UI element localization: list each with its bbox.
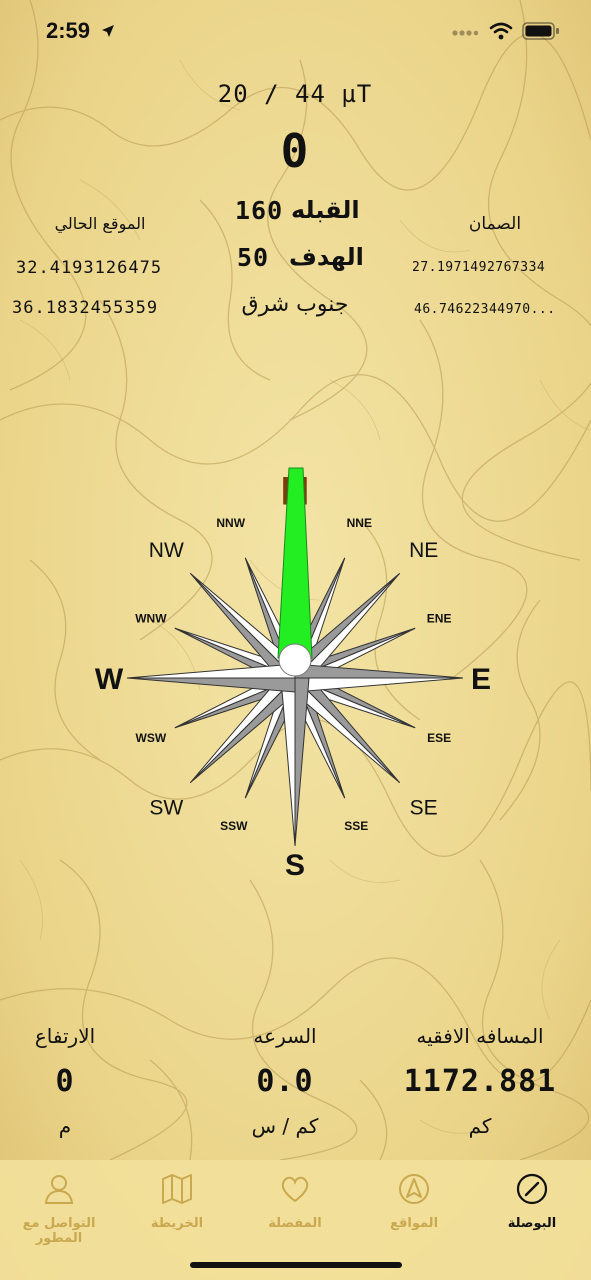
heart-icon bbox=[281, 1176, 309, 1203]
heading-reading: 0 bbox=[280, 124, 310, 178]
distance-label: المسافه الافقيه bbox=[416, 1024, 544, 1048]
rose-point-shade bbox=[294, 663, 464, 679]
battery-icon bbox=[522, 22, 559, 40]
tab-contact-developer-label: التواصل مع المطور bbox=[22, 1216, 96, 1246]
home-indicator bbox=[190, 1262, 402, 1268]
rose-label-nw: NW bbox=[149, 539, 184, 562]
rose-point-shade bbox=[294, 677, 310, 847]
compass-icon bbox=[516, 1173, 548, 1205]
qibla-value: 160 bbox=[235, 196, 284, 225]
person-icon bbox=[44, 1175, 74, 1204]
status-time: 2:59 bbox=[46, 18, 91, 43]
distance-value: 1172.881 bbox=[403, 1064, 557, 1099]
target-label: الهدف bbox=[289, 243, 364, 271]
current-location-title: الموقع الحالي bbox=[54, 214, 146, 233]
rose-label-ne: NE bbox=[409, 539, 438, 562]
speed-value: 0.0 bbox=[256, 1064, 314, 1099]
compass-needle bbox=[277, 467, 313, 677]
target-reading: 50 الهدف bbox=[225, 243, 365, 275]
rose-label-se: SE bbox=[410, 796, 438, 819]
tab-map[interactable]: الخريطة bbox=[118, 1172, 236, 1231]
rose-label-nne: NNE bbox=[347, 516, 372, 530]
destination-longitude: 46.74622344970... bbox=[414, 302, 556, 317]
target-value: 50 bbox=[237, 243, 270, 272]
rose-label-east: E bbox=[471, 663, 491, 696]
wifi-icon bbox=[489, 22, 513, 40]
magnetic-field-reading: 20 / 44 µT bbox=[217, 80, 373, 108]
rose-label-nnw: NNW bbox=[216, 516, 245, 530]
destination-title: الصمان bbox=[468, 214, 522, 234]
qibla-reading: 160 القبله bbox=[225, 196, 365, 228]
current-latitude: 32.4193126475 bbox=[16, 258, 163, 278]
altitude-label: الارتفاع bbox=[34, 1024, 96, 1048]
rose-label-west: W bbox=[95, 663, 124, 696]
rose-label-sse: SSE bbox=[344, 819, 368, 833]
rose-label-wsw: WSW bbox=[136, 731, 167, 745]
map-icon bbox=[162, 1174, 192, 1204]
rose-point-shade bbox=[126, 677, 296, 693]
rose-label-ssw: SSW bbox=[220, 819, 248, 833]
compass-rose: NSEWNENWSESWNNENNWENEWNWESEWSWSSESSW bbox=[95, 467, 491, 882]
tab-locations-label: المواقع bbox=[389, 1216, 439, 1231]
direction-text: جنوب شرق bbox=[241, 292, 349, 317]
navigation-icon bbox=[399, 1174, 429, 1204]
tab-compass[interactable]: البوصلة bbox=[473, 1172, 591, 1231]
rose-label-ese: ESE bbox=[427, 731, 451, 745]
rose-point-light bbox=[126, 663, 296, 679]
location-arrow-icon bbox=[102, 25, 114, 37]
signal-icon bbox=[452, 30, 478, 36]
speed-unit: كم / س bbox=[251, 1114, 319, 1138]
destination-latitude: 27.1971492767334 bbox=[412, 260, 546, 275]
tab-contact-developer[interactable]: التواصل مع المطور bbox=[0, 1172, 118, 1246]
rose-label-wnw: WNW bbox=[135, 612, 167, 626]
tab-compass-label: البوصلة bbox=[507, 1216, 557, 1231]
altitude-unit: م bbox=[58, 1114, 72, 1138]
current-longitude: 36.1832455359 bbox=[12, 298, 159, 318]
rose-label-sw: SW bbox=[149, 796, 183, 819]
tab-favorites[interactable]: المفضلة bbox=[236, 1172, 354, 1231]
tab-map-label: الخريطة bbox=[150, 1216, 204, 1231]
rose-point-light bbox=[294, 677, 464, 693]
rose-label-south: S bbox=[285, 849, 305, 882]
tab-favorites-label: المفضلة bbox=[268, 1216, 322, 1231]
altitude-value: 0 bbox=[55, 1064, 75, 1099]
tab-locations[interactable]: المواقع bbox=[355, 1172, 473, 1231]
speed-label: السرعه bbox=[253, 1024, 317, 1048]
qibla-label: القبله bbox=[291, 196, 360, 224]
rose-point-light bbox=[280, 677, 296, 847]
rose-label-ene: ENE bbox=[427, 612, 452, 626]
status-bar: 2:59 bbox=[0, 0, 591, 62]
distance-unit: كم bbox=[468, 1114, 492, 1138]
